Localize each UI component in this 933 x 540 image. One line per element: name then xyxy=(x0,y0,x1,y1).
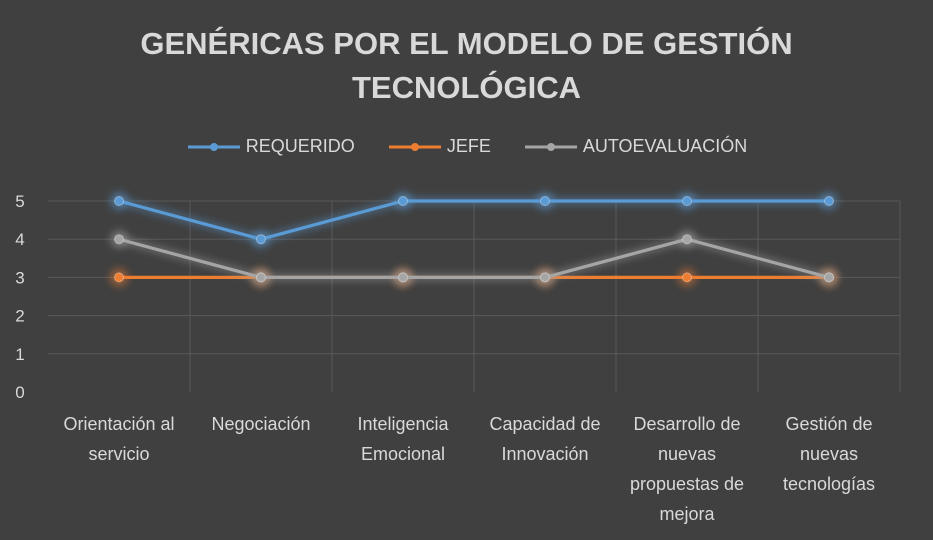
legend-item-requerido[interactable]: REQUERIDO xyxy=(186,136,355,157)
data-point-autoevaluacion[interactable] xyxy=(114,234,124,245)
y-tick-label: 4 xyxy=(15,230,24,249)
data-point-autoevaluacion[interactable] xyxy=(824,272,834,283)
y-tick-label: 5 xyxy=(15,192,24,211)
data-point-requerido[interactable] xyxy=(398,196,408,206)
series-requerido xyxy=(110,192,838,249)
x-tick-label: Orientación al servicio xyxy=(63,414,174,464)
y-tick-label: 0 xyxy=(15,383,24,402)
legend: REQUERIDO JEFE AUTOEVALUACIÓN xyxy=(0,136,933,157)
legend-item-autoevaluacion[interactable]: AUTOEVALUACIÓN xyxy=(523,136,747,157)
data-point-autoevaluacion[interactable] xyxy=(398,272,408,283)
data-point-requerido[interactable] xyxy=(114,196,124,206)
data-point-requerido[interactable] xyxy=(540,196,550,206)
x-tick-label: Negociación xyxy=(211,414,310,434)
data-point-requerido[interactable] xyxy=(824,196,834,206)
y-tick-label: 1 xyxy=(15,345,24,364)
data-point-autoevaluacion[interactable] xyxy=(540,272,550,283)
legend-label-jefe: JEFE xyxy=(446,136,491,156)
chart-title-line-2: TECNOLÓGICA xyxy=(351,70,582,105)
legend-label-requerido: REQUERIDO xyxy=(245,136,355,156)
series-line-autoevaluacion xyxy=(118,237,830,279)
series-autoevaluacion xyxy=(110,230,838,287)
legend-item-jefe[interactable]: JEFE xyxy=(387,136,491,157)
data-point-jefe[interactable] xyxy=(682,272,692,283)
data-point-jefe[interactable] xyxy=(114,272,124,283)
legend-marker-jefe xyxy=(388,142,441,151)
chart-title-line-1: GENÉRICAS POR EL MODELO DE GESTIÓN xyxy=(140,26,793,61)
legend-marker-requerido xyxy=(187,142,240,151)
y-tick-label: 3 xyxy=(15,268,24,287)
data-point-autoevaluacion[interactable] xyxy=(256,272,266,283)
x-tick-label: Gestión de nuevas tecnologías xyxy=(783,414,875,494)
legend-label-autoevaluacion: AUTOEVALUACIÓN xyxy=(582,136,748,156)
x-tick-label: Desarrollo de nuevas propuestas de mejora xyxy=(630,414,744,524)
x-tick-label: Inteligencia Emocional xyxy=(357,414,449,464)
series-line-requerido xyxy=(118,199,829,241)
data-point-requerido[interactable] xyxy=(682,196,692,206)
data-point-autoevaluacion[interactable] xyxy=(682,234,692,245)
data-point-requerido[interactable] xyxy=(256,234,266,245)
x-tick-label: Capacidad de Innovación xyxy=(489,414,600,464)
legend-marker-autoevaluacion xyxy=(524,142,577,151)
y-tick-label: 2 xyxy=(15,307,24,326)
